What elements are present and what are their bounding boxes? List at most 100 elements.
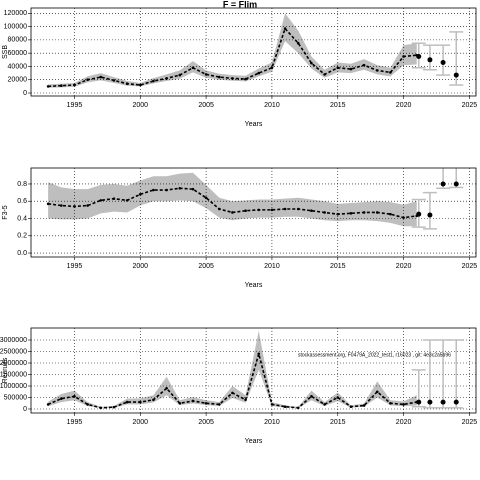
- forecast-point: [427, 57, 433, 63]
- x-tick-label: 2015: [330, 263, 346, 270]
- x-tick-label: 2000: [132, 263, 148, 270]
- estimate-point: [270, 208, 274, 212]
- x-tick-label: 2020: [396, 263, 412, 270]
- x-tick-label: 2020: [396, 102, 412, 109]
- y-tick-label: 40000: [8, 63, 28, 70]
- y-tick-label: 0.4: [17, 215, 27, 222]
- x-axis-label: Years: [245, 438, 263, 445]
- estimate-point: [296, 406, 300, 410]
- estimate-point: [86, 403, 89, 406]
- estimate-point: [402, 55, 405, 58]
- estimate-point: [152, 79, 155, 83]
- estimate-point: [389, 401, 392, 405]
- estimate-point: [165, 188, 168, 192]
- estimate-point: [204, 196, 208, 200]
- y-tick-label: 0: [23, 406, 27, 413]
- estimate-point: [125, 199, 129, 202]
- estimate-point: [204, 401, 208, 405]
- estimate-point: [323, 211, 326, 214]
- estimate-point: [59, 397, 63, 400]
- y-axis-label: F3-5: [2, 205, 9, 220]
- estimate-point: [231, 211, 234, 214]
- x-tick-label: 2015: [330, 419, 346, 426]
- plot-area: [31, 8, 476, 96]
- x-tick-label: 2005: [198, 102, 214, 109]
- estimate-point: [73, 395, 76, 398]
- y-tick-label: 20000: [8, 77, 28, 84]
- estimate-point: [244, 398, 247, 402]
- estimate-point: [257, 208, 261, 212]
- estimate-point: [46, 202, 50, 206]
- estimate-point: [310, 395, 313, 398]
- estimate-line: [47, 350, 417, 409]
- x-tick-label: 2025: [462, 263, 478, 270]
- estimate-point: [283, 405, 287, 408]
- estimate-point: [125, 400, 129, 404]
- y-tick-label: 120000: [4, 10, 27, 17]
- plot-frame: [30, 167, 477, 258]
- forecast-point: [453, 72, 459, 78]
- estimate-point: [165, 77, 168, 80]
- forecast-point: [440, 59, 446, 65]
- estimate-point: [73, 205, 76, 208]
- estimate-point: [402, 216, 405, 219]
- estimate-point: [323, 403, 326, 406]
- x-tick-label: 1995: [67, 102, 83, 109]
- estimate-point: [231, 77, 234, 80]
- x-axis-label: Years: [245, 121, 263, 128]
- y-tick-label: 0.6: [17, 198, 27, 205]
- x-tick-label: 2000: [132, 102, 148, 109]
- estimate-point: [257, 71, 261, 75]
- forecast-point: [427, 399, 433, 405]
- estimate-point: [73, 83, 76, 87]
- estimate-point: [59, 84, 63, 88]
- estimate-point: [270, 403, 274, 406]
- estimate-point: [152, 398, 155, 402]
- estimate-point: [231, 391, 234, 395]
- estimate-point: [112, 79, 116, 82]
- y-tick-label: 2500000: [0, 348, 27, 355]
- estimate-point: [138, 193, 142, 196]
- x-tick-label: 2020: [396, 419, 412, 426]
- estimate-point: [204, 73, 208, 76]
- estimate-point: [362, 404, 366, 407]
- plot-area: [31, 168, 476, 257]
- estimate-point: [389, 212, 392, 216]
- forecast-point: [453, 181, 459, 187]
- estimate-point: [244, 209, 247, 213]
- estimate-point: [375, 211, 379, 214]
- estimate-point: [349, 405, 353, 408]
- x-tick-label: 2015: [330, 102, 346, 109]
- estimate-point: [112, 197, 116, 200]
- estimate-point: [152, 188, 155, 192]
- forecast-point: [416, 53, 422, 59]
- confidence-band: [48, 330, 417, 409]
- estimate-point: [389, 71, 392, 74]
- y-tick-label: 1000000: [0, 383, 27, 390]
- x-tick-label: 2025: [462, 102, 478, 109]
- estimate-point: [46, 85, 50, 88]
- estimate-point: [99, 406, 103, 410]
- estimate-point: [217, 403, 221, 406]
- estimate-point: [178, 73, 182, 77]
- estimate-point: [310, 209, 313, 213]
- estimate-point: [310, 61, 313, 65]
- estimate-point: [375, 69, 379, 72]
- y-tick-label: 0.2: [17, 233, 27, 240]
- estimate-point: [283, 27, 287, 30]
- y-axis-label: Recruits: [2, 357, 9, 383]
- estimate-point: [178, 401, 182, 405]
- x-tick-label: 2000: [132, 419, 148, 426]
- estimate-point: [217, 75, 221, 79]
- y-tick-label: 2000000: [0, 360, 27, 367]
- x-tick-label: 2010: [264, 419, 280, 426]
- estimate-point: [125, 82, 129, 86]
- x-tick-label: 2010: [264, 102, 280, 109]
- estimate-point: [336, 66, 340, 70]
- estimate-point: [283, 207, 287, 211]
- y-tick-label: 3000000: [0, 337, 27, 344]
- x-tick-label: 1995: [67, 419, 83, 426]
- confidence-band: [48, 13, 417, 88]
- estimate-point: [362, 211, 366, 214]
- y-tick-label: 1500000: [0, 371, 27, 378]
